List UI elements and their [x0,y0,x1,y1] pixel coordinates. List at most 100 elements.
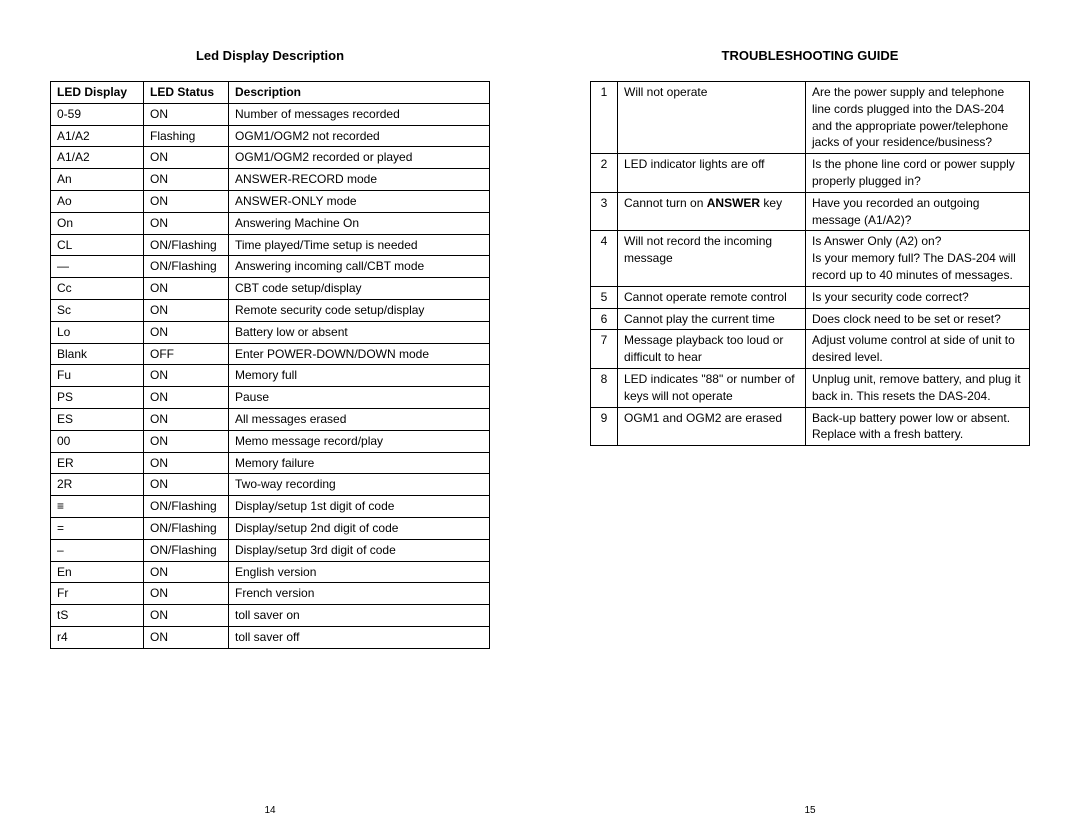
table-cell: ON [144,561,229,583]
table-row: 2LED indicator lights are offIs the phon… [591,154,1030,193]
table-cell: ON [144,169,229,191]
table-cell: 2R [51,474,144,496]
table-cell: ON [144,452,229,474]
led-header-status: LED Status [144,82,229,104]
left-page: Led Display Description LED Display LED … [0,0,540,834]
table-cell: OGM1/OGM2 recorded or played [229,147,490,169]
table-cell: r4 [51,626,144,648]
table-cell: ES [51,408,144,430]
table-row: 8LED indicates "88" or number of keys wi… [591,368,1030,407]
table-row: 9OGM1 and OGM2 are erasedBack-up battery… [591,407,1030,446]
trouble-solution: Is Answer Only (A2) on?Is your memory fu… [806,231,1030,286]
table-row: EnONEnglish version [51,561,490,583]
trouble-solution: Is your security code correct? [806,286,1030,308]
trouble-number: 8 [591,368,618,407]
trouble-number: 6 [591,308,618,330]
table-cell: ON [144,190,229,212]
trouble-problem: Will not record the incoming message [618,231,806,286]
table-cell: ON [144,387,229,409]
right-title: TROUBLESHOOTING GUIDE [590,48,1030,63]
led-header-desc: Description [229,82,490,104]
table-row: 1Will not operateAre the power supply an… [591,82,1030,154]
table-row: BlankOFFEnter POWER-DOWN/DOWN mode [51,343,490,365]
led-header-row: LED Display LED Status Description [51,82,490,104]
trouble-problem: Cannot play the current time [618,308,806,330]
table-cell: OGM1/OGM2 not recorded [229,125,490,147]
trouble-problem: OGM1 and OGM2 are erased [618,407,806,446]
table-cell: ON/Flashing [144,496,229,518]
table-cell: ON [144,583,229,605]
table-row: ERONMemory failure [51,452,490,474]
table-cell: ON [144,278,229,300]
table-row: FrONFrench version [51,583,490,605]
table-row: 5Cannot operate remote controlIs your se… [591,286,1030,308]
table-row: ESONAll messages erased [51,408,490,430]
table-cell: ON/Flashing [144,256,229,278]
table-cell: Enter POWER-DOWN/DOWN mode [229,343,490,365]
table-cell: PS [51,387,144,409]
table-row: 7Message playback too loud or difficult … [591,330,1030,369]
trouble-problem: Cannot operate remote control [618,286,806,308]
table-cell: Answering incoming call/CBT mode [229,256,490,278]
table-row: 00ONMemo message record/play [51,430,490,452]
table-cell: ON [144,430,229,452]
trouble-solution: Unplug unit, remove battery, and plug it… [806,368,1030,407]
table-row: r4ONtoll saver off [51,626,490,648]
table-cell: ANSWER-RECORD mode [229,169,490,191]
table-cell: ON [144,321,229,343]
led-header-display: LED Display [51,82,144,104]
left-page-number: 14 [0,805,540,816]
table-cell: Fu [51,365,144,387]
table-cell: ON [144,474,229,496]
table-cell: Flashing [144,125,229,147]
table-cell: Answering Machine On [229,212,490,234]
table-row: 3Cannot turn on ANSWER keyHave you recor… [591,192,1030,231]
trouble-solution: Adjust volume control at side of unit to… [806,330,1030,369]
table-cell: A1/A2 [51,147,144,169]
table-cell: ON/Flashing [144,517,229,539]
trouble-number: 4 [591,231,618,286]
trouble-problem: LED indicates "88" or number of keys wil… [618,368,806,407]
left-title: Led Display Description [50,48,490,63]
table-cell: = [51,517,144,539]
trouble-number: 1 [591,82,618,154]
table-cell: Time played/Time setup is needed [229,234,490,256]
table-row: –ON/FlashingDisplay/setup 3rd digit of c… [51,539,490,561]
table-cell: Display/setup 1st digit of code [229,496,490,518]
table-row: —ON/FlashingAnswering incoming call/CBT … [51,256,490,278]
table-cell: All messages erased [229,408,490,430]
table-row: ScONRemote security code setup/display [51,299,490,321]
table-cell: Display/setup 3rd digit of code [229,539,490,561]
table-row: A1/A2FlashingOGM1/OGM2 not recorded [51,125,490,147]
table-row: AnONANSWER-RECORD mode [51,169,490,191]
trouble-solution: Back-up battery power low or absent. Rep… [806,407,1030,446]
table-cell: Display/setup 2nd digit of code [229,517,490,539]
table-cell: On [51,212,144,234]
table-row: LoONBattery low or absent [51,321,490,343]
trouble-number: 3 [591,192,618,231]
table-cell: English version [229,561,490,583]
table-cell: Two-way recording [229,474,490,496]
table-row: OnONAnswering Machine On [51,212,490,234]
right-page-number: 15 [540,805,1080,816]
table-cell: ON [144,626,229,648]
table-row: CcONCBT code setup/display [51,278,490,300]
table-row: A1/A2ONOGM1/OGM2 recorded or played [51,147,490,169]
table-cell: ON [144,299,229,321]
table-cell: Pause [229,387,490,409]
trouble-solution: Have you recorded an outgoing message (A… [806,192,1030,231]
table-cell: ANSWER-ONLY mode [229,190,490,212]
table-cell: Blank [51,343,144,365]
table-row: =ON/FlashingDisplay/setup 2nd digit of c… [51,517,490,539]
table-row: 0-59ONNumber of messages recorded [51,103,490,125]
table-cell: — [51,256,144,278]
trouble-number: 5 [591,286,618,308]
table-cell: En [51,561,144,583]
table-row: 2RONTwo-way recording [51,474,490,496]
table-cell: Memo message record/play [229,430,490,452]
table-cell: ON/Flashing [144,234,229,256]
trouble-problem: Will not operate [618,82,806,154]
trouble-solution: Are the power supply and telephone line … [806,82,1030,154]
table-cell: tS [51,605,144,627]
table-cell: CBT code setup/display [229,278,490,300]
